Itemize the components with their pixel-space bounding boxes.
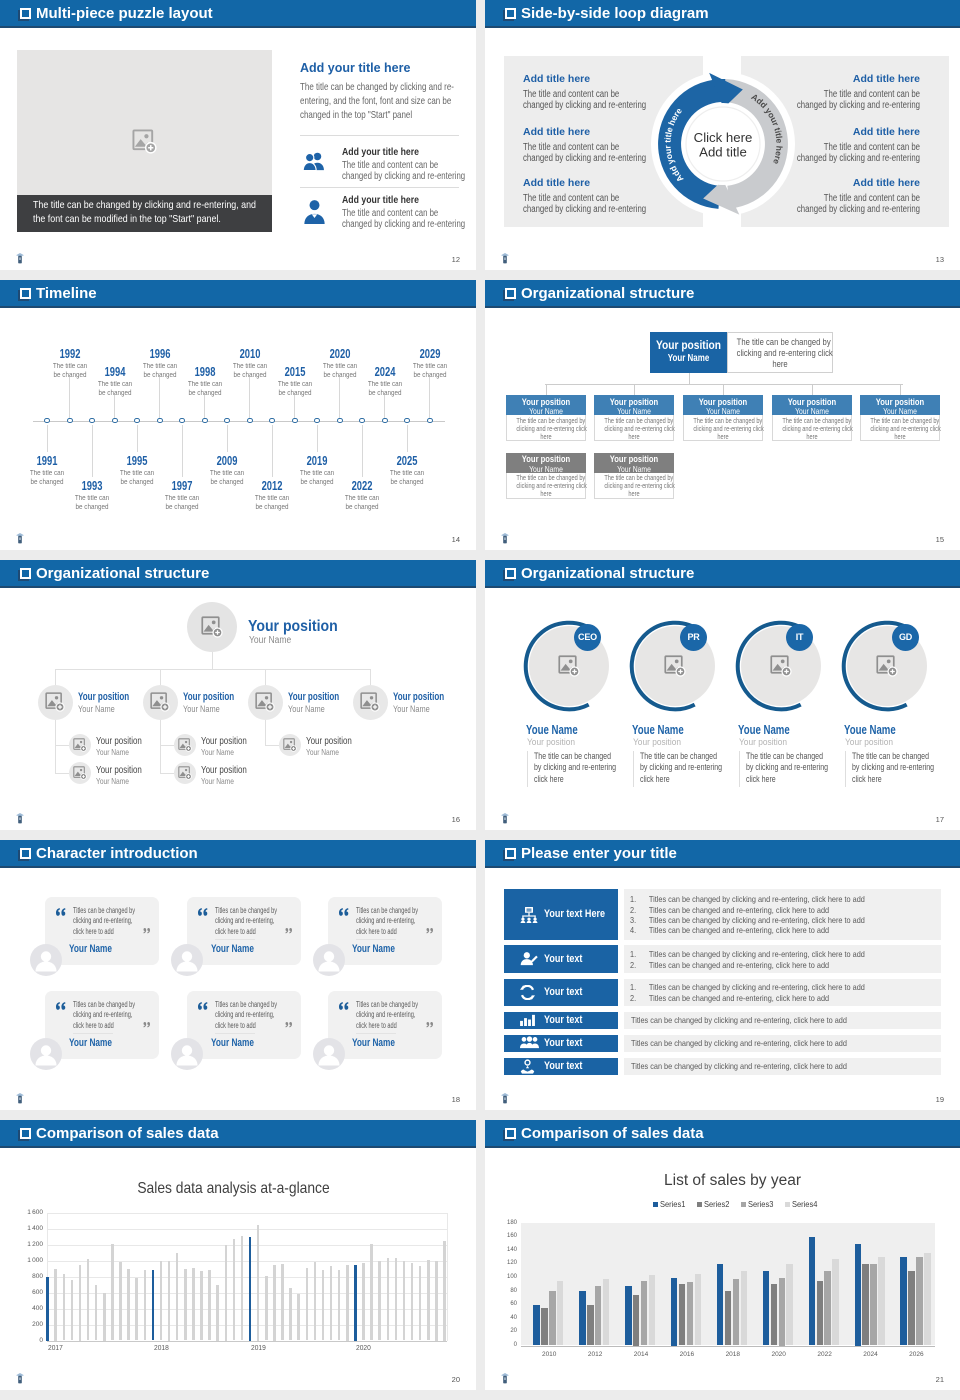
svg-text:Add title: Add title [699,144,747,159]
svg-text:Click here: Click here [693,130,752,145]
